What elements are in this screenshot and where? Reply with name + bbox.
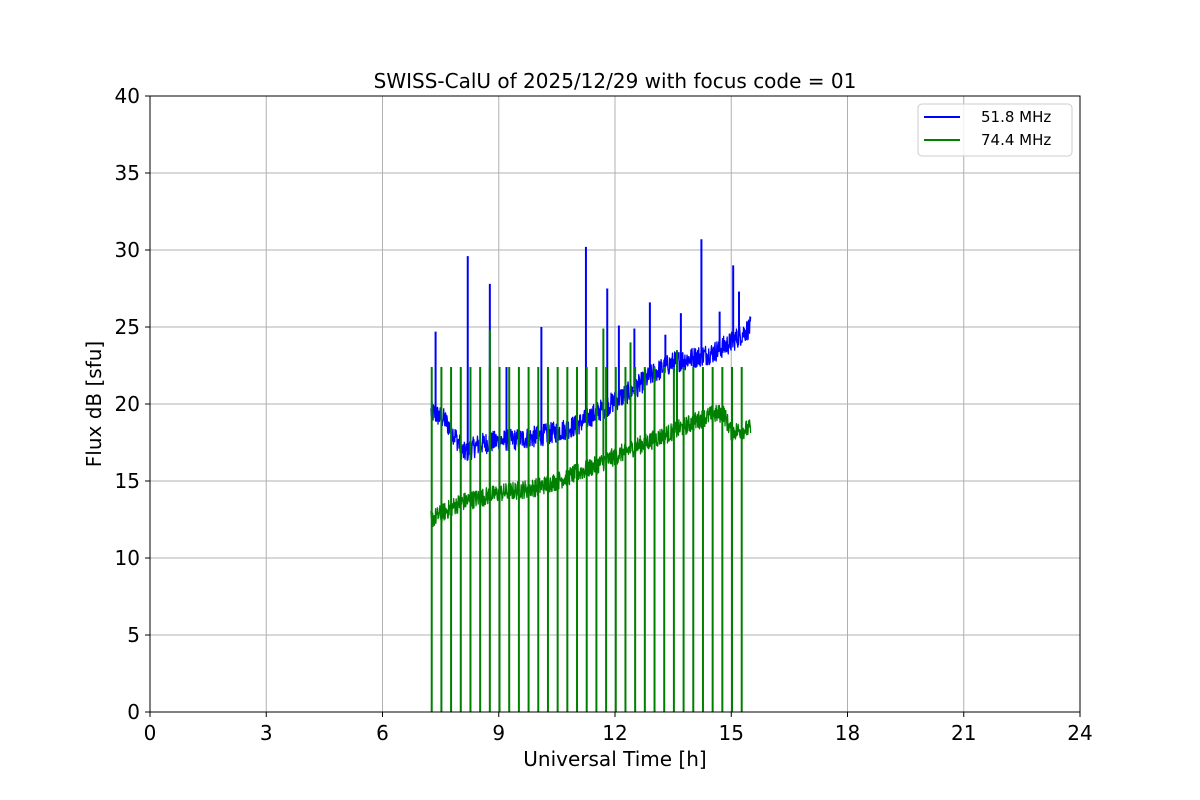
- y-tick-label: 35: [115, 161, 140, 185]
- y-tick-label: 10: [115, 546, 140, 570]
- legend-label-74.4-mhz: 74.4 MHz: [981, 131, 1051, 149]
- x-tick-label: 18: [835, 721, 860, 745]
- x-axis: 0 3 6 9 12 15 18 21 24: [144, 712, 1093, 745]
- series-line: [430, 404, 752, 528]
- legend: 51.8 MHz 74.4 MHz: [917, 103, 1073, 157]
- x-tick-label: 12: [602, 721, 627, 745]
- y-tick-label: 40: [115, 84, 140, 108]
- y-axis: 0 5 10 15 20 25 30 35 40: [115, 84, 150, 724]
- series-line: [430, 316, 752, 461]
- x-tick-label: 24: [1067, 721, 1092, 745]
- x-tick-label: 0: [144, 721, 157, 745]
- plot-area: [430, 239, 752, 712]
- chart-title: SWISS-CalU of 2025/12/29 with focus code…: [374, 69, 857, 93]
- y-tick-label: 5: [127, 623, 140, 647]
- x-tick-label: 3: [260, 721, 273, 745]
- x-axis-label: Universal Time [h]: [523, 747, 706, 771]
- y-tick-label: 15: [115, 469, 140, 493]
- y-tick-label: 25: [115, 315, 140, 339]
- legend-label-51.8-mhz: 51.8 MHz: [981, 108, 1051, 126]
- series-74.4-mhz: [430, 328, 752, 712]
- y-axis-label: Flux dB [sfu]: [82, 341, 106, 467]
- y-tick-label: 30: [115, 238, 140, 262]
- y-tick-label: 0: [127, 700, 140, 724]
- x-tick-label: 6: [376, 721, 389, 745]
- x-tick-label: 21: [951, 721, 976, 745]
- x-tick-label: 9: [492, 721, 505, 745]
- y-tick-label: 20: [115, 392, 140, 416]
- x-tick-label: 15: [719, 721, 744, 745]
